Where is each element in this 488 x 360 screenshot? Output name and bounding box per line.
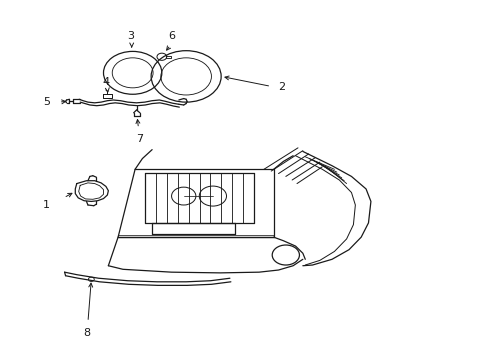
Text: 2: 2 <box>278 82 285 92</box>
Text: 1: 1 <box>43 200 50 210</box>
Text: 5: 5 <box>43 97 50 107</box>
Text: 3: 3 <box>126 31 133 41</box>
Text: 6: 6 <box>168 31 175 41</box>
Text: 7: 7 <box>136 134 143 144</box>
Text: 4: 4 <box>102 77 109 87</box>
Text: 8: 8 <box>83 328 90 338</box>
